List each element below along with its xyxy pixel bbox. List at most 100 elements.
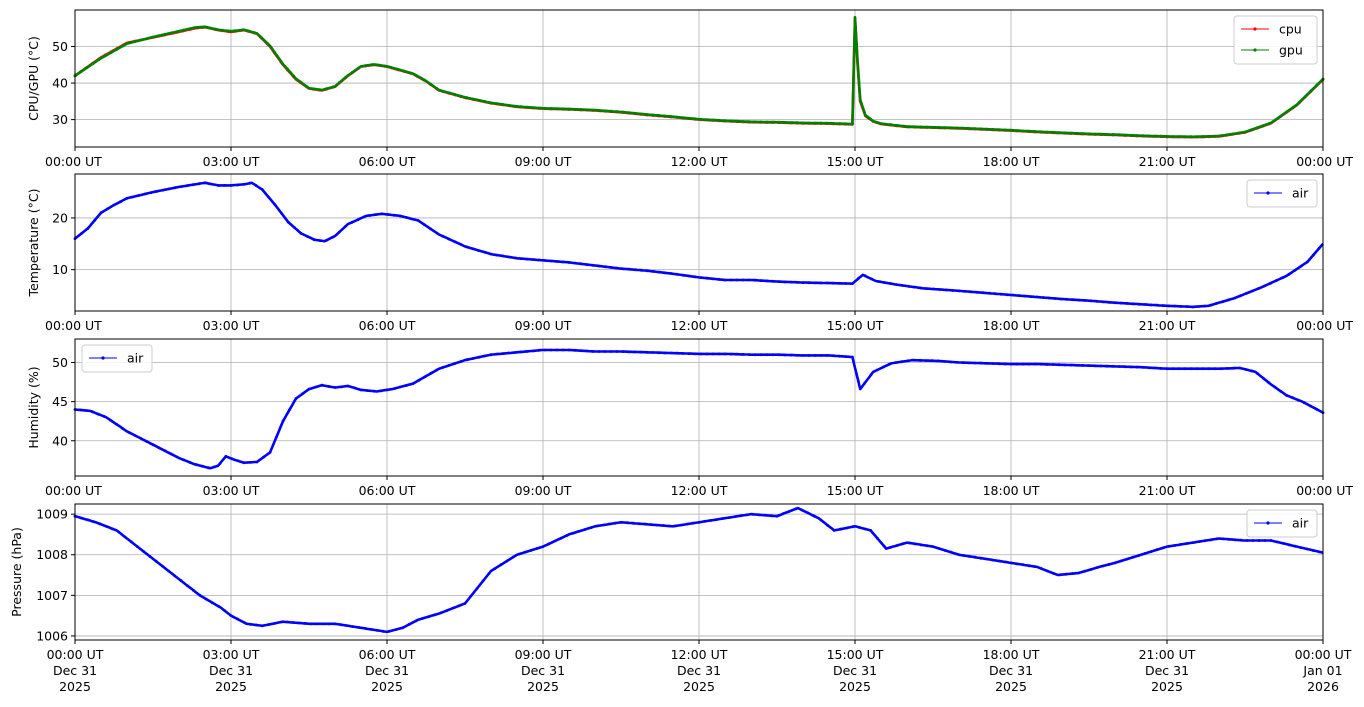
data-point (1179, 305, 1183, 308)
data-point (447, 91, 451, 95)
data-point (1113, 301, 1117, 305)
data-point (919, 125, 923, 129)
data-point (543, 259, 547, 262)
data-point (1063, 131, 1067, 135)
data-point (771, 353, 775, 357)
data-point (451, 606, 455, 610)
data-point (1141, 134, 1145, 138)
data-point (1209, 538, 1213, 542)
data-point (435, 368, 439, 372)
data-point (845, 526, 849, 530)
data-point (795, 121, 799, 125)
data-point (1189, 135, 1193, 139)
x-tick-label: 2025 (995, 679, 1027, 694)
data-point (871, 119, 875, 123)
data-point (645, 269, 649, 273)
data-point (197, 182, 201, 186)
data-point (102, 415, 106, 418)
data-point (1039, 130, 1043, 134)
data-point (415, 74, 419, 78)
data-point (615, 266, 619, 270)
data-point (262, 455, 265, 459)
data-point (769, 514, 773, 518)
data-point (173, 186, 177, 190)
data-point (888, 362, 891, 366)
data-point (875, 536, 879, 540)
data-point (997, 128, 1001, 132)
data-point (214, 27, 218, 31)
data-point (627, 350, 631, 354)
data-point (1069, 131, 1073, 135)
data-point (306, 235, 310, 239)
data-point (447, 237, 451, 241)
data-point (303, 622, 307, 625)
data-point (280, 212, 284, 215)
data-point (1111, 364, 1115, 368)
data-point (925, 544, 929, 548)
x-tick-label: 06:00 UT (359, 483, 416, 498)
data-point (1009, 561, 1013, 565)
data-point (230, 457, 234, 461)
data-point (1239, 294, 1242, 298)
x-tick-label: 00:00 UT (47, 647, 104, 662)
data-point (555, 107, 559, 111)
data-point (254, 184, 258, 187)
data-point (844, 355, 848, 358)
data-point (212, 465, 216, 469)
data-point (979, 127, 983, 131)
data-point (651, 270, 655, 273)
data-point (201, 464, 204, 468)
data-point (813, 281, 817, 285)
legend-box (1233, 15, 1318, 65)
data-point (1273, 385, 1277, 389)
data-point (795, 353, 799, 357)
data-point (1027, 362, 1031, 366)
data-point (1191, 305, 1195, 309)
y-tick-label: 40 (52, 76, 68, 91)
data-point (573, 261, 577, 265)
data-point (1263, 284, 1266, 288)
data-point (757, 513, 761, 517)
data-point (272, 50, 276, 54)
data-point (1093, 364, 1097, 368)
data-point (826, 523, 829, 527)
data-point (771, 120, 775, 124)
data-point (1221, 537, 1225, 541)
data-point (735, 119, 739, 123)
x-tick-label: 00:00 UT (1296, 154, 1353, 169)
data-point (417, 378, 421, 382)
data-point (1057, 131, 1061, 135)
data-point (1291, 396, 1294, 400)
data-point (609, 266, 613, 269)
data-point (1183, 367, 1187, 371)
data-point (301, 392, 304, 396)
data-point (1095, 299, 1099, 303)
data-point (121, 44, 125, 48)
data-point (1057, 363, 1061, 367)
data-point (1293, 268, 1297, 272)
data-point (949, 550, 953, 554)
data-point (1237, 131, 1241, 135)
data-point (392, 387, 396, 390)
data-point (285, 620, 289, 624)
data-point (783, 353, 787, 357)
data-point (1296, 398, 1300, 402)
data-point (753, 120, 757, 124)
data-point (423, 223, 426, 227)
data-point (195, 26, 199, 29)
data-point (1279, 114, 1283, 118)
data-point (709, 519, 713, 522)
data-point (85, 409, 89, 412)
data-point (362, 215, 366, 219)
x-tick-label: 21:00 UT (1139, 647, 1196, 662)
data-point (1267, 381, 1271, 385)
data-point (857, 525, 861, 529)
data-point (753, 278, 757, 282)
y-tick-label: 30 (52, 112, 68, 127)
data-point (489, 252, 493, 256)
data-point (561, 260, 565, 264)
data-point (639, 112, 643, 116)
data-point (1245, 291, 1248, 295)
data-point (851, 122, 854, 126)
data-point (633, 111, 637, 115)
